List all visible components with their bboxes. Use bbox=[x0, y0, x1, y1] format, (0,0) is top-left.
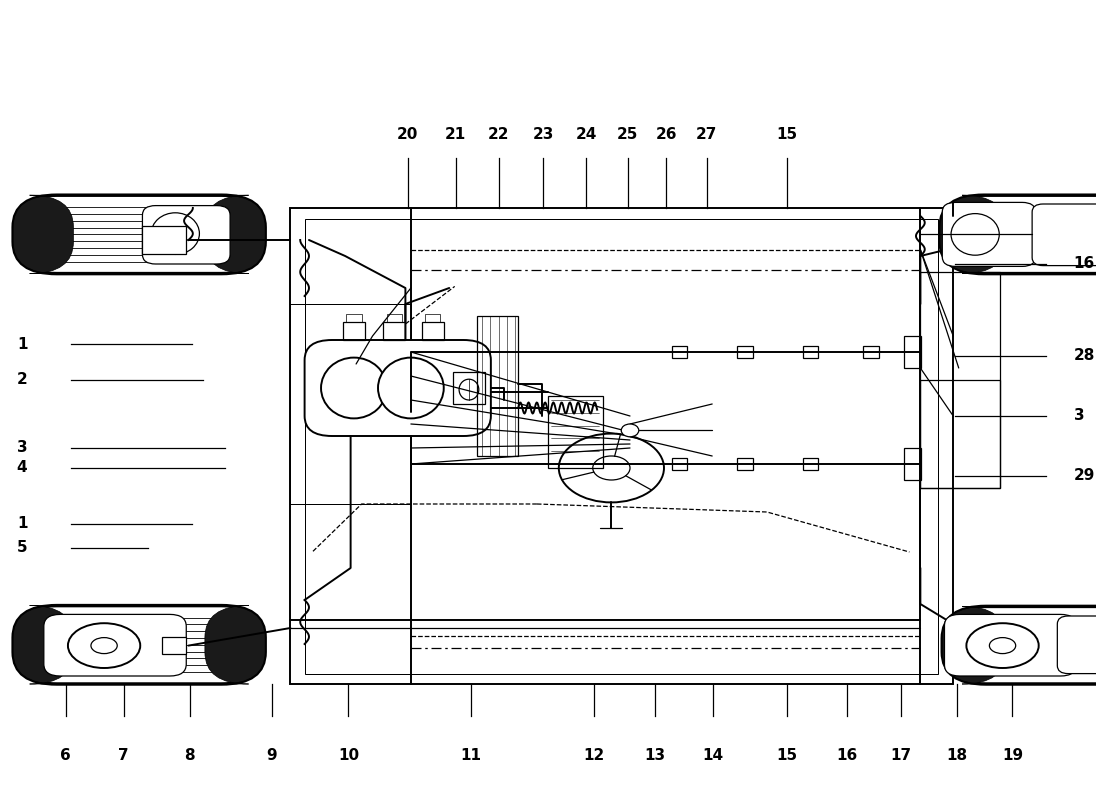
FancyBboxPatch shape bbox=[44, 614, 186, 676]
Text: 15: 15 bbox=[777, 748, 797, 763]
Bar bbox=[387, 314, 403, 322]
Bar bbox=[921, 272, 1000, 488]
Ellipse shape bbox=[989, 638, 1015, 654]
FancyBboxPatch shape bbox=[943, 606, 1100, 684]
Ellipse shape bbox=[621, 424, 639, 437]
Text: 13: 13 bbox=[645, 748, 665, 763]
Ellipse shape bbox=[593, 456, 630, 480]
Bar bbox=[305, 219, 938, 674]
Ellipse shape bbox=[91, 638, 118, 654]
Text: 16: 16 bbox=[836, 748, 858, 763]
Text: 25: 25 bbox=[617, 127, 638, 142]
Bar bbox=[290, 208, 954, 684]
Bar bbox=[803, 346, 818, 358]
FancyBboxPatch shape bbox=[1032, 204, 1100, 266]
Text: 17: 17 bbox=[890, 748, 911, 763]
Bar bbox=[346, 314, 362, 322]
Text: 19: 19 bbox=[1002, 748, 1023, 763]
Ellipse shape bbox=[378, 358, 443, 418]
Text: 24: 24 bbox=[575, 127, 597, 142]
FancyBboxPatch shape bbox=[13, 195, 265, 274]
Text: 3: 3 bbox=[16, 441, 28, 455]
Text: 27: 27 bbox=[696, 127, 717, 142]
FancyBboxPatch shape bbox=[1057, 616, 1100, 674]
Bar bbox=[384, 322, 406, 340]
Bar bbox=[476, 316, 518, 456]
Text: 28: 28 bbox=[1074, 349, 1096, 363]
Bar bbox=[904, 336, 922, 368]
Text: 20: 20 bbox=[397, 127, 418, 142]
Bar bbox=[548, 396, 603, 468]
Bar bbox=[162, 637, 186, 654]
Bar bbox=[904, 448, 922, 480]
Text: 29: 29 bbox=[1074, 469, 1096, 483]
Text: 7: 7 bbox=[119, 748, 129, 763]
Text: 26: 26 bbox=[656, 127, 676, 142]
Text: 15: 15 bbox=[777, 127, 797, 142]
Text: 21: 21 bbox=[446, 127, 466, 142]
Text: 11: 11 bbox=[461, 748, 482, 763]
Text: 6: 6 bbox=[60, 748, 72, 763]
FancyBboxPatch shape bbox=[13, 606, 74, 684]
FancyBboxPatch shape bbox=[205, 606, 265, 684]
Text: 10: 10 bbox=[338, 748, 359, 763]
Text: 22: 22 bbox=[487, 127, 509, 142]
Ellipse shape bbox=[559, 434, 664, 502]
Text: 1: 1 bbox=[16, 337, 28, 351]
FancyBboxPatch shape bbox=[13, 606, 265, 684]
FancyBboxPatch shape bbox=[940, 195, 1100, 274]
FancyBboxPatch shape bbox=[205, 195, 265, 274]
Bar bbox=[425, 314, 440, 322]
Bar bbox=[737, 346, 752, 358]
Ellipse shape bbox=[151, 213, 199, 254]
Text: 23: 23 bbox=[532, 127, 554, 142]
Bar bbox=[452, 372, 485, 404]
Text: 18: 18 bbox=[946, 748, 967, 763]
Bar bbox=[142, 226, 186, 254]
Text: 16: 16 bbox=[1074, 257, 1094, 271]
Bar bbox=[737, 458, 752, 470]
Text: 14: 14 bbox=[703, 748, 724, 763]
Text: 1: 1 bbox=[16, 517, 28, 531]
Text: 8: 8 bbox=[184, 748, 195, 763]
Bar bbox=[343, 322, 365, 340]
Ellipse shape bbox=[321, 358, 387, 418]
Ellipse shape bbox=[967, 623, 1038, 668]
Bar bbox=[803, 458, 818, 470]
Text: 4: 4 bbox=[16, 461, 28, 475]
FancyBboxPatch shape bbox=[940, 195, 1005, 274]
Text: 3: 3 bbox=[1074, 409, 1085, 423]
FancyBboxPatch shape bbox=[943, 606, 1005, 684]
Text: 5: 5 bbox=[16, 541, 28, 555]
Bar bbox=[921, 380, 1000, 488]
FancyBboxPatch shape bbox=[13, 195, 74, 274]
FancyBboxPatch shape bbox=[943, 202, 1035, 266]
Text: 2: 2 bbox=[16, 373, 28, 387]
Bar bbox=[672, 458, 688, 470]
FancyBboxPatch shape bbox=[945, 614, 1076, 676]
Text: 12: 12 bbox=[583, 748, 605, 763]
Ellipse shape bbox=[952, 214, 999, 255]
Bar bbox=[672, 346, 688, 358]
Ellipse shape bbox=[68, 623, 140, 668]
Bar bbox=[290, 304, 411, 504]
Text: 9: 9 bbox=[266, 748, 277, 763]
Bar bbox=[421, 322, 443, 340]
FancyBboxPatch shape bbox=[142, 206, 230, 264]
Bar bbox=[290, 304, 411, 504]
Bar bbox=[864, 346, 879, 358]
FancyBboxPatch shape bbox=[305, 340, 491, 436]
